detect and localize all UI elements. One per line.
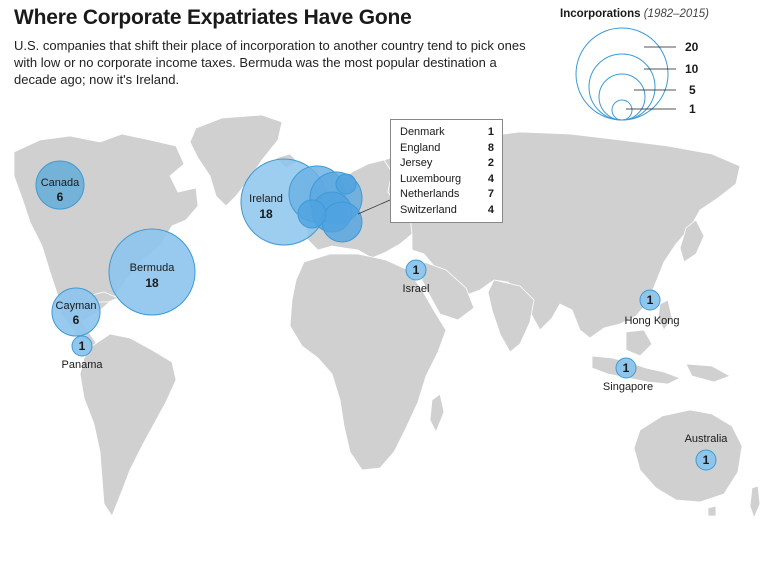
callout-name: Netherlands: [400, 188, 460, 200]
land-new-guinea: [685, 363, 731, 383]
land-tasmania: [707, 505, 717, 517]
land-borneo: [625, 329, 653, 357]
legend-label-1: 1: [689, 102, 696, 116]
land-india: [487, 279, 535, 353]
callout-count: 2: [487, 157, 494, 169]
label-australia: Australia: [685, 433, 729, 445]
callout-count: 8: [487, 141, 494, 154]
land-madagascar: [429, 393, 445, 433]
label-hong-kong: Hong Kong: [624, 315, 679, 327]
land-arabia: [421, 261, 475, 321]
callout-name: Jersey: [400, 157, 433, 169]
callout-row-luxembourg: Luxembourg 4: [400, 172, 494, 188]
land-south-america: [79, 333, 177, 517]
callout-row-jersey: Jersey 2: [400, 156, 494, 172]
europe-callout-leader: [357, 199, 391, 215]
location-labels: Canada 6 Bermuda 18 Cayman 6 1 Panama Ir…: [41, 177, 729, 467]
land-new-zealand: [749, 485, 761, 520]
legend-circles: 20 10 5 1: [575, 27, 699, 121]
count-australia: 1: [703, 453, 710, 467]
callout-name: Denmark: [400, 126, 445, 138]
bubble-jersey: [297, 199, 327, 229]
bubble-australia: [695, 449, 717, 471]
legend-label-20: 20: [685, 40, 699, 54]
chart-title: Where Corporate Expatriates Have Gone: [14, 6, 412, 29]
legend-title: Incorporations (1982–2015): [560, 8, 709, 20]
count-singapore: 1: [623, 361, 630, 375]
callout-count: 4: [487, 172, 494, 185]
chart-subtitle: U.S. companies that shift their place of…: [14, 38, 526, 87]
bubble-cayman: [51, 287, 101, 337]
landmasses: [13, 114, 761, 520]
count-israel: 1: [413, 263, 420, 277]
label-singapore: Singapore: [603, 381, 653, 393]
bubble-singapore: [615, 357, 637, 379]
bubble-bermuda: [108, 228, 196, 316]
label-israel: Israel: [403, 283, 430, 295]
land-japan: [679, 219, 705, 263]
bubble-israel: [405, 259, 427, 281]
europe-callout: Denmark 1 England 8 Jersey 2 Luxembourg …: [390, 119, 503, 223]
bubble-panama: [71, 335, 93, 357]
bubble-denmark: [335, 173, 357, 195]
count-ireland: 18: [259, 207, 273, 221]
legend-period: (1982–2015): [643, 8, 709, 20]
callout-count: 7: [487, 188, 494, 200]
label-ireland: Ireland: [249, 193, 283, 205]
legend-circle-10: [588, 53, 656, 121]
callout-row-switzerland: Switzerland 4: [400, 203, 494, 219]
bubble-switzerland: [321, 201, 363, 243]
count-bermuda: 18: [145, 276, 159, 290]
callout-name: England: [400, 141, 441, 154]
callout-row-denmark: Denmark 1: [400, 125, 494, 141]
callout-row-england: England 8: [400, 141, 494, 157]
bubbles: [35, 158, 717, 471]
label-canada: Canada: [41, 177, 80, 189]
land-philippines: [657, 299, 673, 331]
callout-name: Switzerland: [400, 203, 457, 216]
land-australia: [633, 409, 743, 503]
bubble-hong-kong: [639, 289, 661, 311]
label-panama: Panama: [62, 359, 104, 371]
count-panama: 1: [79, 339, 86, 353]
callout-row-netherlands: Netherlands 7: [400, 187, 494, 203]
count-hong-kong: 1: [647, 293, 654, 307]
legend-label-10: 10: [685, 62, 699, 76]
legend-label-5: 5: [689, 83, 696, 97]
legend-title-text: Incorporations: [560, 8, 641, 20]
legend-circle-1: [611, 99, 633, 121]
count-canada: 6: [57, 190, 64, 204]
count-cayman: 6: [73, 313, 80, 327]
label-bermuda: Bermuda: [130, 262, 176, 274]
label-cayman: Cayman: [56, 300, 97, 312]
size-legend: Incorporations (1982–2015) 20 10 5 1: [548, 0, 758, 130]
legend-circle-5: [598, 73, 646, 121]
callout-count: 4: [487, 203, 494, 216]
callout-count: 1: [487, 126, 494, 138]
callout-name: Luxembourg: [400, 172, 462, 185]
land-greenland: [189, 114, 283, 207]
bubble-canada: [35, 160, 85, 210]
